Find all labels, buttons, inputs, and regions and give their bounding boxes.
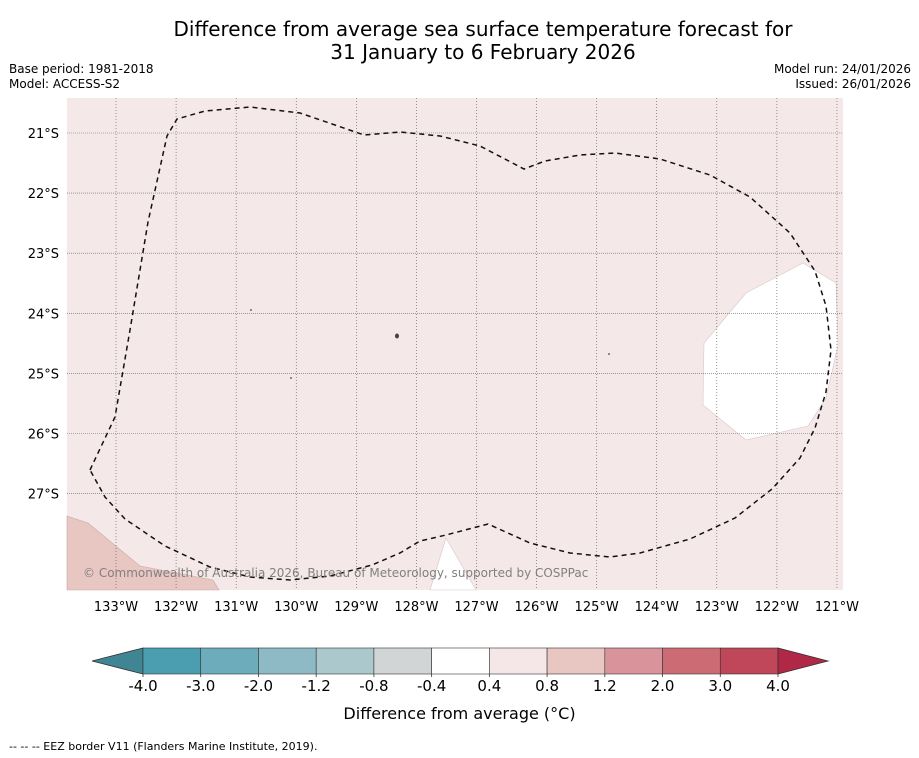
longitude-label: 121°W	[815, 600, 859, 615]
colorbar-tick-label: 0.4	[477, 677, 501, 695]
longitude-label: 132°W	[154, 600, 198, 615]
colorbar-tick-label: 3.0	[708, 677, 732, 695]
eez-footnote: -- -- -- EEZ border V11 (Flanders Marine…	[9, 740, 318, 753]
base-period: Base period: 1981-2018	[9, 62, 154, 76]
colorbar-tick-label: 2.0	[651, 677, 675, 695]
colorbar-segment	[662, 647, 721, 675]
colorbar-segment	[142, 647, 202, 675]
colorbar-tick-label: -0.8	[359, 677, 388, 695]
eez-border	[89, 106, 832, 581]
colorbar-segment	[546, 647, 606, 675]
longitude-label: 133°W	[94, 600, 138, 615]
colorbar-segment	[719, 647, 779, 675]
longitude-label: 127°W	[454, 600, 498, 615]
left-meta: Base period: 1981-2018 Model: ACCESS-S2	[9, 62, 154, 92]
colorbar-tick-label: -2.0	[244, 677, 273, 695]
longitude-label: 129°W	[334, 600, 378, 615]
map-title: Difference from average sea surface temp…	[0, 18, 919, 64]
colorbar-extend-low	[91, 647, 144, 675]
longitude-label: 130°W	[274, 600, 318, 615]
longitude-label: 124°W	[635, 600, 679, 615]
latitude-label: 26°S	[28, 428, 59, 443]
colorbar-segment	[315, 647, 375, 675]
latitude-labels: 21°S 22°S 23°S 24°S 25°S 26°S 27°S	[28, 127, 59, 503]
colorbar-tick-label: 0.8	[535, 677, 559, 695]
title-line-2: 31 January to 6 February 2026	[330, 40, 636, 64]
colorbar: -4.0 -3.0 -2.0 -1.2 -0.8 -0.4 0.4 0.8 1.2 2.0 3.0 4…	[91, 647, 830, 695]
colorbar-segment	[489, 647, 548, 675]
colorbar-label: Difference from average (°C)	[343, 704, 576, 723]
colorbar-segment	[200, 647, 259, 675]
longitude-labels: 133°W 132°W 131°W 130°W 129°W 128°W 127°W 126°W…	[94, 600, 859, 615]
island-marker	[290, 377, 292, 379]
island-marker	[250, 309, 252, 311]
longitude-label: 122°W	[755, 600, 799, 615]
model-name: Model: ACCESS-S2	[9, 77, 121, 91]
neutral-sliver-region	[429, 537, 477, 591]
longitude-label: 123°W	[695, 600, 739, 615]
island-marker	[395, 333, 399, 339]
latitude-label: 25°S	[28, 367, 59, 382]
colorbar-tick-label: -1.2	[302, 677, 331, 695]
model-run: Model run: 24/01/2026	[773, 62, 911, 76]
neutral-anomaly-region	[702, 262, 839, 441]
colorbar-segment	[431, 647, 490, 675]
longitude-label: 131°W	[214, 600, 258, 615]
map-canvas: © Commonwealth of Australia 2026, Bureau…	[28, 98, 859, 615]
colorbar-segment	[604, 647, 663, 675]
right-meta: Model run: 24/01/2026 Issued: 26/01/2026	[774, 62, 911, 92]
latitude-label: 22°S	[28, 187, 59, 202]
graticule	[67, 98, 843, 590]
copyright-notice: © Commonwealth of Australia 2026, Bureau…	[83, 566, 588, 580]
latitude-label: 21°S	[28, 127, 59, 142]
colorbar-tick-label: 1.2	[593, 677, 617, 695]
colorbar-extend-high	[777, 647, 830, 675]
latitude-label: 23°S	[28, 247, 59, 262]
colorbar-tick-label: -0.4	[417, 677, 446, 695]
longitude-label: 128°W	[394, 600, 438, 615]
latitude-label: 24°S	[28, 307, 59, 322]
colorbar-tick-label: -3.0	[186, 677, 215, 695]
island-marker	[608, 353, 610, 355]
colorbar-segment	[373, 647, 432, 675]
colorbar-tick-label: 4.0	[766, 677, 790, 695]
longitude-label: 126°W	[514, 600, 558, 615]
issued-date: Issued: 26/01/2026	[795, 77, 911, 91]
longitude-label: 125°W	[575, 600, 619, 615]
latitude-label: 27°S	[28, 488, 59, 503]
warm-anomaly-region	[66, 515, 220, 591]
colorbar-segment	[258, 647, 317, 675]
colorbar-tick-label: -4.0	[128, 677, 157, 695]
title-line-1: Difference from average sea surface temp…	[173, 17, 793, 41]
